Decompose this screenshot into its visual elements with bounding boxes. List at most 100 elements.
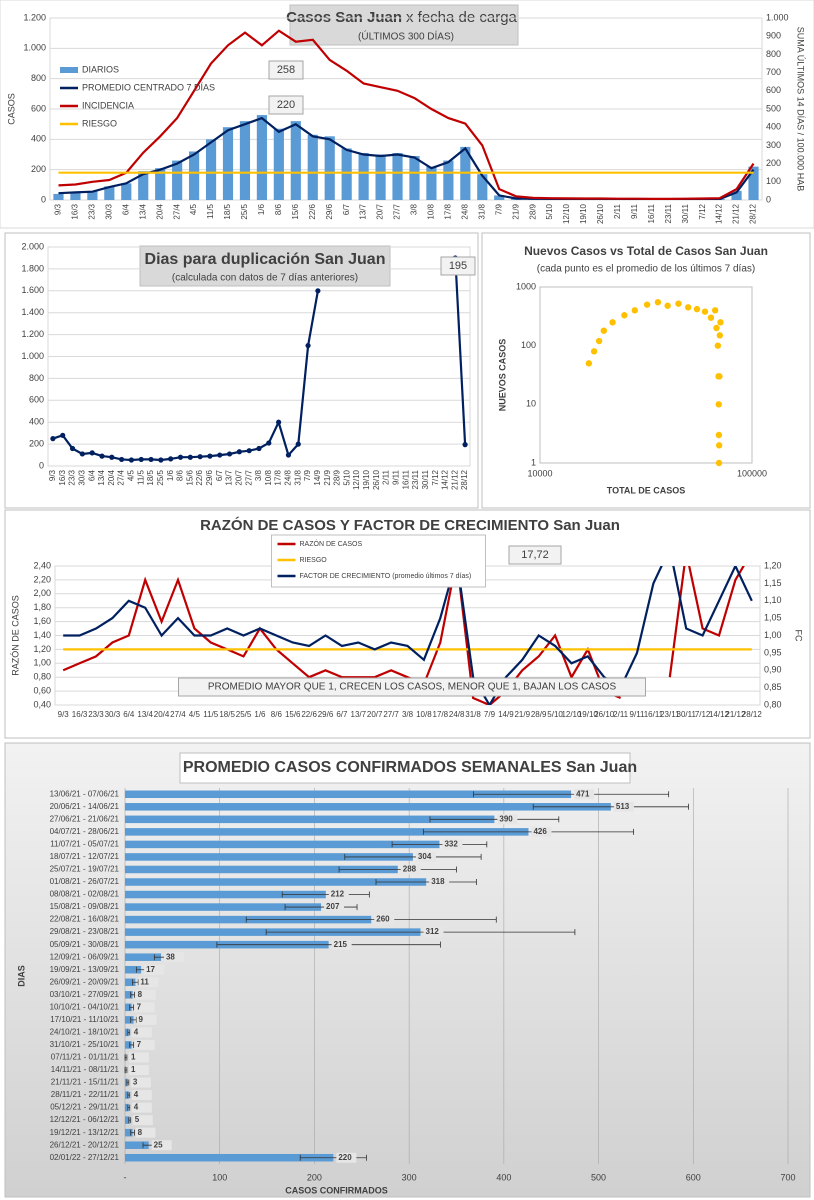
y-tick-label: 2.000 — [21, 241, 44, 251]
annotation: PROMEDIO MAYOR QUE 1, CRECEN LOS CASOS, … — [208, 682, 617, 693]
bar — [358, 152, 369, 200]
chart-title: RAZÓN DE CASOS Y FACTOR DE CRECIMIENTO S… — [200, 516, 620, 534]
y2-tick-label: 0 — [766, 194, 771, 204]
value-label-bg — [415, 851, 436, 862]
error-bar — [128, 1117, 132, 1124]
point — [664, 302, 671, 309]
bar — [239, 121, 251, 200]
bar — [731, 190, 742, 200]
x-tick-label: 19/10 — [578, 710, 599, 719]
y-tick-label: 24/10/21 - 18/10/21 — [50, 1028, 120, 1037]
bar — [443, 160, 454, 200]
x-tick-label: 100000 — [737, 468, 767, 478]
point — [148, 456, 154, 463]
x-tick-label: 2/11 — [613, 710, 629, 719]
y-tick-label: 1000 — [516, 281, 536, 291]
annotation: 17,72 — [521, 549, 549, 561]
y-tick-label: 1 — [531, 457, 536, 467]
bar — [392, 152, 403, 200]
y2-tick-label: 1,00 — [764, 630, 782, 640]
value-label-bg — [574, 789, 595, 800]
legend-label: FACTOR DE CRECIMIENTO (promedio últimos … — [300, 573, 472, 580]
value-label-bg — [400, 864, 421, 875]
value-label: 212 — [331, 890, 345, 899]
point — [236, 449, 242, 455]
y2-tick-label: 0,80 — [764, 699, 782, 709]
x-tick-label: 23/11 — [660, 710, 680, 719]
value-label: 3 — [133, 1078, 138, 1087]
point — [285, 452, 292, 458]
value-label-bg — [429, 877, 450, 887]
point — [714, 342, 722, 349]
x-tick-label: 9/3 — [54, 203, 63, 215]
legend-label: PROMEDIO CENTRADO 7 DÍAS — [82, 82, 215, 92]
x-tick-label: 28/9 — [531, 710, 547, 719]
x-tick-label: 16/11 — [647, 203, 656, 223]
x-tick-label: 29/6 — [318, 710, 334, 719]
error-bar — [429, 816, 560, 823]
value-label: 8 — [138, 1128, 143, 1137]
x-tick-label: 500 — [591, 1172, 606, 1182]
x-tick-label: 6/4 — [123, 710, 135, 719]
x-axis-label: TOTAL DE CASOS — [607, 485, 686, 495]
y2-tick-label: 900 — [766, 31, 781, 41]
title-box — [289, 4, 519, 46]
error-bar — [126, 1079, 130, 1086]
x-tick-label: 13/7 — [225, 469, 234, 485]
point — [305, 342, 311, 349]
bar — [222, 127, 234, 200]
bar — [125, 978, 136, 987]
x-tick-label: 30/3 — [105, 710, 121, 719]
x-tick-label: 6/7 — [215, 469, 224, 481]
y-tick-label: 0 — [41, 194, 46, 204]
legend-label: INCIDENCIA — [82, 100, 134, 110]
y-tick-label: 12/09/21 - 06/09/21 — [50, 952, 120, 961]
y-tick-label: 12/12/21 - 06/12/21 — [50, 1115, 120, 1124]
bar — [748, 166, 759, 200]
legend-label: RIESGO — [82, 118, 117, 128]
value-label-bg — [131, 1102, 152, 1113]
x-tick-label: 30/3 — [104, 203, 113, 219]
legend-label: RIESGO — [300, 557, 328, 564]
bar — [409, 156, 420, 200]
x-tick-label: 31/8 — [465, 710, 481, 719]
x-tick-label: 7/12 — [698, 203, 707, 219]
x-tick-label: 16/3 — [72, 710, 88, 719]
x-tick-label: 28/12 — [460, 469, 469, 490]
x-tick-label: 1/6 — [254, 710, 266, 719]
annotation: 258 — [277, 64, 295, 76]
annotation-box — [440, 256, 476, 276]
annotation-box — [508, 545, 562, 565]
x-tick-label: 9/11 — [630, 203, 639, 219]
point — [99, 453, 105, 459]
value-label: 390 — [499, 814, 513, 823]
bar — [125, 953, 161, 961]
value-label: 25 — [154, 1140, 163, 1149]
bar — [125, 828, 529, 836]
point — [79, 451, 85, 457]
y-tick-label: 2,00 — [33, 588, 51, 598]
y-tick-label: 15/08/21 - 09/08/21 — [50, 902, 120, 911]
y-tick-label: 26/12/21 - 20/12/21 — [50, 1140, 120, 1149]
value-label-bg — [128, 1065, 149, 1075]
x-tick-label: 9/11 — [392, 469, 401, 485]
x-tick-label: 15/6 — [185, 469, 194, 485]
y-tick-label: 600 — [29, 395, 44, 405]
chart-title: Dias para duplicación San Juan — [145, 251, 386, 268]
x-tick-label: 30/11 — [677, 710, 697, 719]
legend-box — [271, 534, 486, 588]
x-tick-label: 6/7 — [342, 203, 351, 215]
error-bar — [127, 1029, 131, 1036]
bar — [70, 192, 81, 200]
error-bar — [473, 791, 670, 798]
x-tick-label: 7/9 — [303, 469, 312, 481]
y2-axis-label: SUMA ÚLTIMOS 14 DÍAS / 100.000 HAB — [796, 27, 806, 191]
y2-tick-label: 300 — [766, 140, 781, 150]
value-label: 1 — [131, 1065, 136, 1074]
point — [187, 454, 193, 460]
x-tick-label: 26/10 — [594, 710, 615, 719]
error-bar — [245, 916, 497, 923]
x-tick-label: 27/4 — [170, 710, 186, 719]
y2-tick-label: 500 — [766, 103, 781, 113]
y-tick-label: 19/12/21 - 13/12/21 — [50, 1128, 120, 1137]
